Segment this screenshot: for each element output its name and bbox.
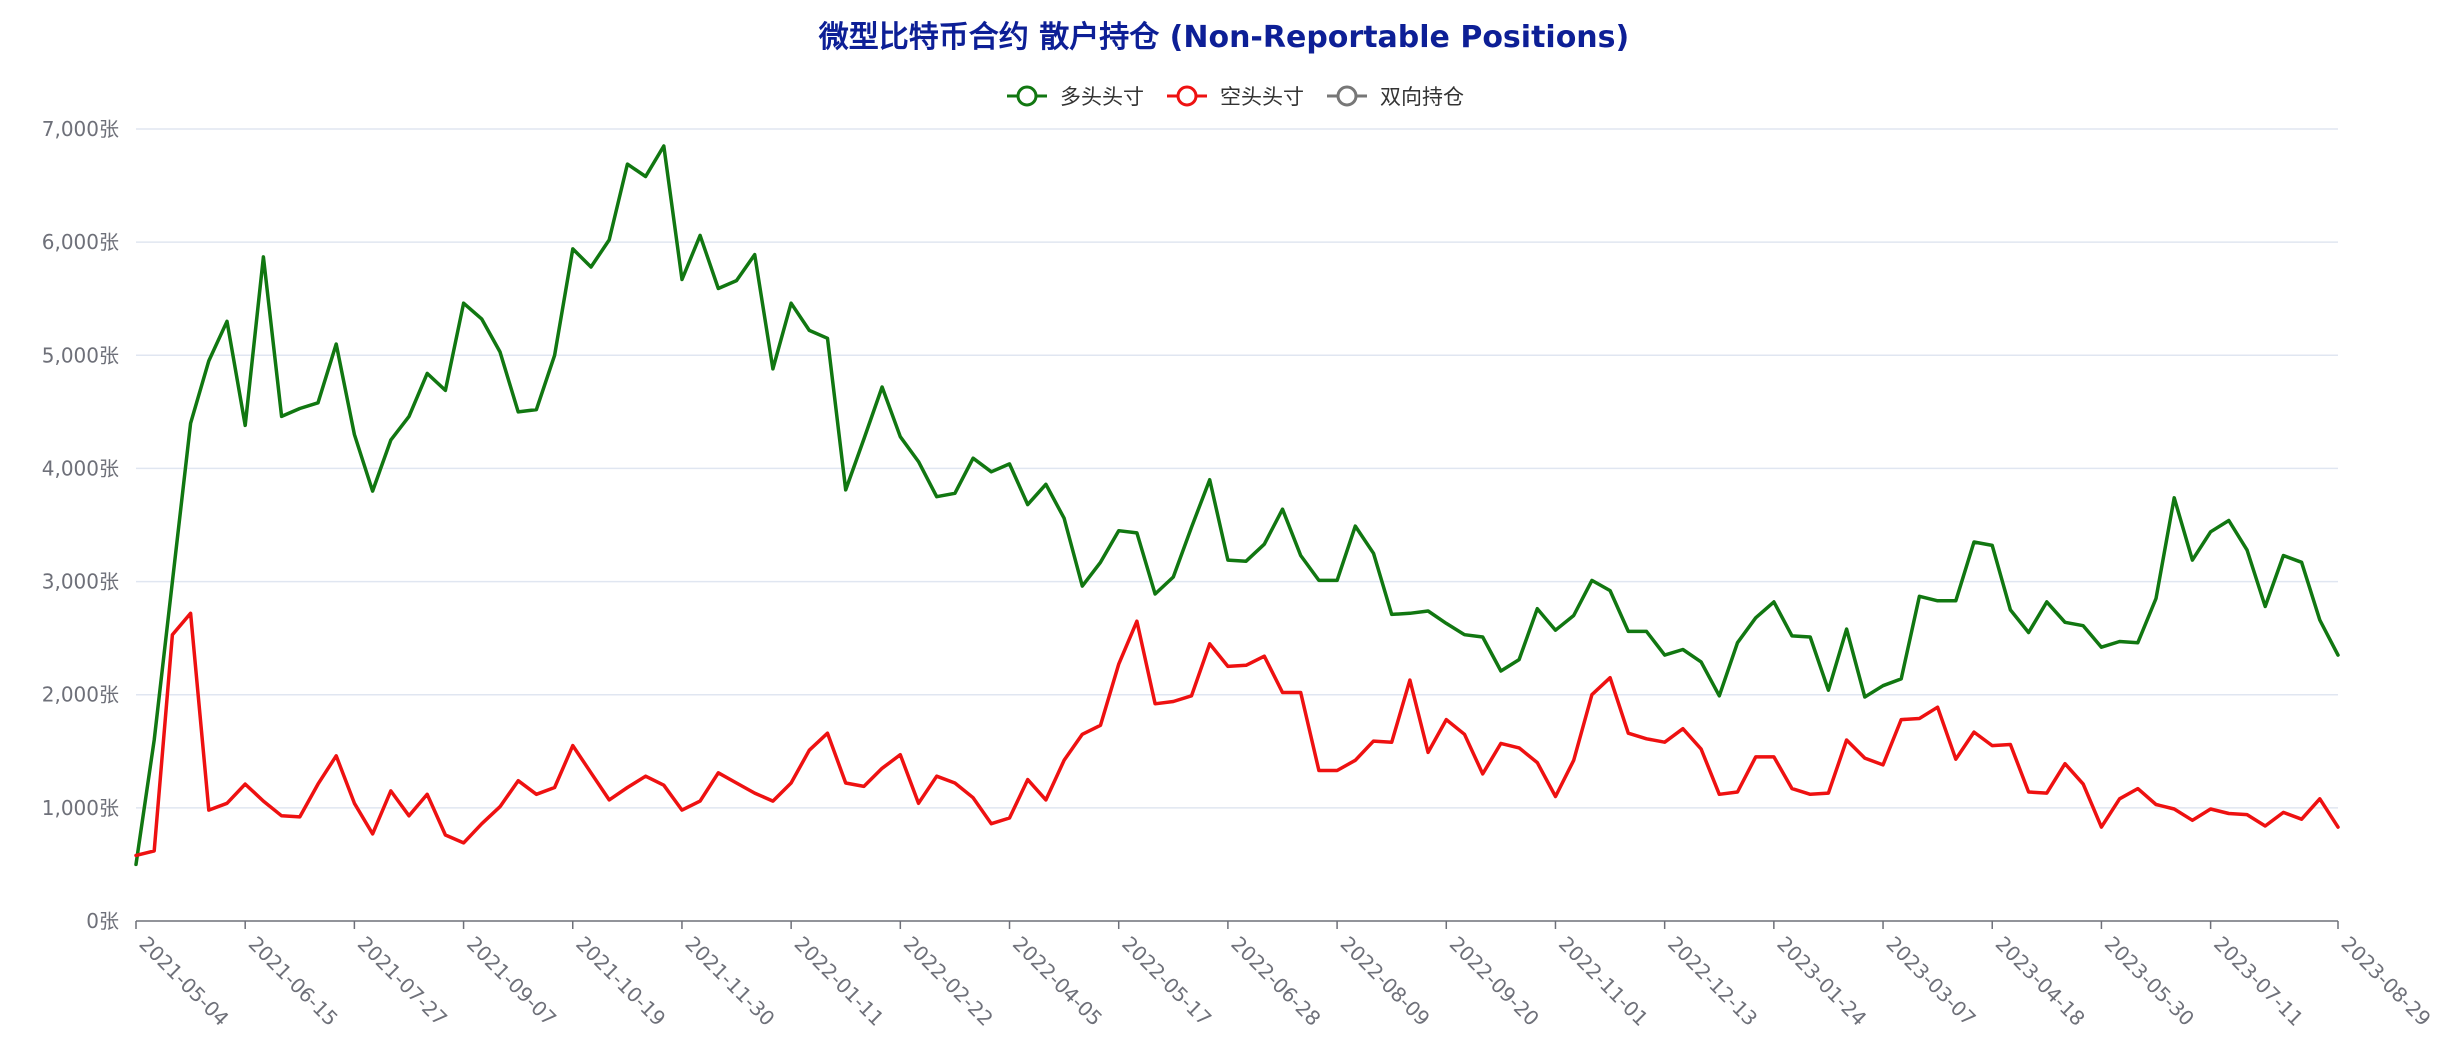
x-tick-label: 2022-06-28 [1226,932,1325,1031]
y-axis-labels: 0张 1,000张 2,000张 3,000张 4,000张 5,000张 6,000张 7,… [42,117,119,933]
x-tick-label: 2021-10-19 [571,932,670,1031]
legend[interactable]: 多头头寸 空头头寸 双向持仓 [1007,85,1464,109]
legend-long-label: 多头头寸 [1060,85,1144,109]
x-tick-label: 2023-08-29 [2336,932,2435,1031]
x-tick-label: 2023-07-11 [2209,932,2308,1031]
y-tick-label: 1,000张 [42,796,119,820]
legend-long-marker [1016,85,1038,107]
series-line [134,144,2340,867]
legend-item-short[interactable]: 空头头寸 [1167,85,1304,109]
x-tick-label: 2021-07-27 [353,932,452,1031]
y-tick-label: 2,000张 [42,683,119,707]
x-tick-label: 2022-04-05 [1008,932,1107,1031]
legend-item-spread[interactable]: 双向持仓 [1327,85,1464,109]
x-tick-label: 2021-06-15 [244,932,343,1031]
x-axis: 2021-05-04 2021-06-15 2021-07-27 2021-09-07… [134,920,2436,1031]
x-tick-label: 2021-09-07 [462,932,561,1031]
chart-title: 微型比特币合约 散户持仓 (Non-Reportable Positions) [818,20,1629,55]
y-tick-label: 0张 [86,909,119,933]
x-tick-label: 2021-05-04 [134,932,233,1031]
x-tick-label: 2022-09-20 [1445,932,1544,1031]
x-tick-label: 2022-05-17 [1117,932,1216,1031]
legend-short-label: 空头头寸 [1220,85,1304,109]
y-tick-label: 7,000张 [42,117,119,141]
y-tick-label: 6,000张 [42,230,119,254]
y-tick-label: 3,000张 [42,570,119,594]
legend-spread-marker [1336,85,1358,107]
y-tick-label: 4,000张 [42,456,119,480]
x-tick-label: 2023-05-30 [2100,932,2199,1031]
x-tick-label: 2023-03-07 [1882,932,1981,1031]
grid [136,128,2338,809]
x-tick-label: 2022-01-11 [790,932,889,1031]
series [134,144,2340,867]
x-tick-label: 2023-01-24 [1772,932,1871,1031]
x-tick-label: 2022-11-01 [1554,932,1653,1031]
legend-spread-label: 双向持仓 [1380,85,1464,109]
x-tick-label: 2022-08-09 [1336,932,1435,1031]
x-tick-label: 2021-11-30 [680,932,779,1031]
x-tick-label: 2023-04-18 [1991,932,2090,1031]
x-tick-label: 2022-12-13 [1663,932,1762,1031]
y-tick-label: 5,000张 [42,343,119,367]
legend-short-marker [1176,85,1198,107]
series-line [134,611,2340,858]
x-tick-label: 2022-02-22 [899,932,998,1031]
legend-item-long[interactable]: 多头头寸 [1007,85,1144,109]
